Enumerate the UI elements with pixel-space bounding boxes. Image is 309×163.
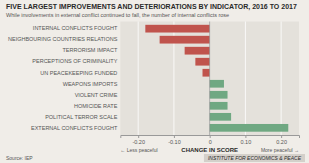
- y-tick: PERCEPTIONS OF CRIMINALITY: [32, 58, 120, 64]
- grid-line: [245, 22, 246, 136]
- x-tick-label: 0: [209, 139, 212, 145]
- annotation: ← Less peaceful: [120, 147, 157, 153]
- y-axis-line: [120, 22, 121, 136]
- x-tick-mark: [210, 135, 211, 138]
- annotation: More peaceful →: [261, 147, 299, 153]
- bar: [210, 102, 228, 110]
- y-tick-label: NEIGHBOURING COUNTRIES RELATIONS: [8, 36, 118, 42]
- bar: [160, 36, 210, 44]
- bar: [203, 69, 210, 77]
- x-tick: 0.20: [276, 135, 287, 145]
- y-tick-label: UN PEACEKEEPING FUNDED: [40, 70, 117, 76]
- bar: [210, 113, 231, 121]
- x-axis: -0.20 -0.10 0 0.10 0.20: [121, 135, 300, 145]
- y-tick-label: WEAPONS IMPORTS: [63, 81, 118, 87]
- footer-box: [204, 154, 305, 162]
- plot: -0.20 -0.10 0 0.10 0.20 INTERNAL CONFLICTS FO…: [8, 22, 300, 146]
- bar: [185, 47, 210, 55]
- x-axis-line: [121, 136, 300, 139]
- source: Source: IEP: [6, 155, 33, 161]
- zero-line: [209, 22, 210, 136]
- y-tick: INTERNAL CONFLICTS FOUGHT: [33, 25, 120, 31]
- grid-line: [281, 22, 282, 136]
- subtitle: While involvements in external conflict …: [6, 12, 229, 18]
- x-tick: -0.10: [168, 135, 181, 145]
- grid-line: [138, 22, 139, 136]
- x-axis-title: CHANGE IN SCORE: [181, 147, 238, 153]
- footer-text: INSTITUTE FOR ECONOMICS & PEACE: [208, 155, 302, 161]
- grid: [138, 22, 281, 136]
- y-tick-label: INTERNAL CONFLICTS FOUGHT: [33, 25, 118, 31]
- x-tick-mark: [245, 135, 246, 138]
- bar: [210, 80, 224, 88]
- bar: [210, 124, 289, 132]
- y-tick-label: PERCEPTIONS OF CRIMINALITY: [32, 58, 117, 64]
- y-tick: UN PEACEKEEPING FUNDED: [40, 70, 120, 76]
- x-tick-label: 0.10: [241, 139, 252, 145]
- y-tick-label: HOMICIDE RATE: [74, 103, 118, 109]
- x-tick-label: -0.10: [168, 139, 181, 145]
- y-tick: VIOLENT CRIME: [75, 92, 121, 98]
- y-tick: TERRORISM IMPACT: [62, 47, 120, 53]
- x-tick: -0.20: [132, 135, 145, 145]
- y-tick: POLITICAL TERROR SCALE: [45, 114, 120, 120]
- x-tick-label: 0.20: [276, 139, 287, 145]
- x-tick-mark: [281, 135, 282, 138]
- y-tick-label: VIOLENT CRIME: [75, 92, 118, 98]
- y-tick: HOMICIDE RATE: [74, 103, 120, 109]
- x-tick-label: -0.20: [132, 139, 145, 145]
- plot-background: [120, 22, 299, 136]
- title: FIVE LARGEST IMPROVEMENTS AND DETERIORAT…: [6, 3, 297, 11]
- y-tick: EXTERNAL CONFLICTS FOUGHT: [31, 125, 120, 131]
- y-axis: INTERNAL CONFLICTS FOUGHT NEIGHBOURING CO…: [8, 22, 121, 136]
- bars: [145, 25, 288, 132]
- x-tick-mark: [138, 135, 139, 138]
- chart: FIVE LARGEST IMPROVEMENTS AND DETERIORAT…: [0, 0, 309, 163]
- y-tick-label: POLITICAL TERROR SCALE: [45, 114, 117, 120]
- bar: [145, 25, 209, 33]
- footer: INSTITUTE FOR ECONOMICS & PEACE: [204, 154, 305, 162]
- y-tick-label: EXTERNAL CONFLICTS FOUGHT: [31, 125, 118, 131]
- y-tick: NEIGHBOURING COUNTRIES RELATIONS: [8, 36, 120, 42]
- bar: [195, 58, 209, 66]
- bar: [210, 91, 228, 99]
- y-tick: WEAPONS IMPORTS: [63, 81, 121, 87]
- x-tick: 0.10: [241, 135, 252, 145]
- x-tick: 0: [209, 135, 212, 145]
- x-tick-mark: [174, 135, 175, 138]
- y-tick-label: TERRORISM IMPACT: [62, 47, 118, 53]
